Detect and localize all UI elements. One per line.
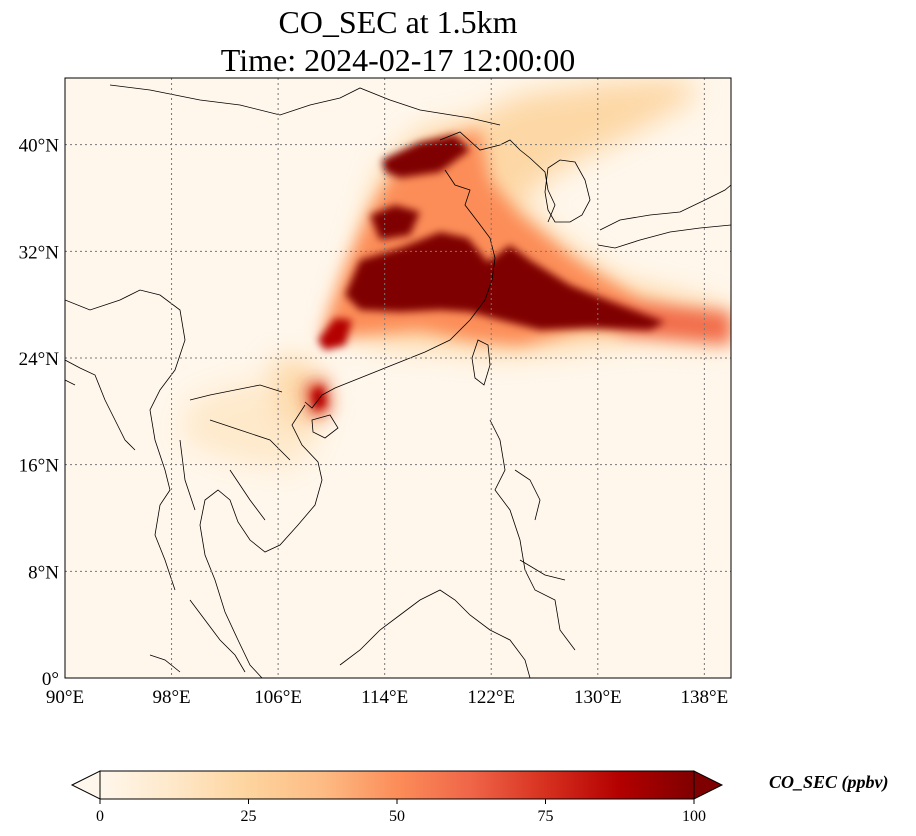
colorbar-tick-label: 25 [241,808,257,825]
colorbar-label: CO_SEC (ppbv) [769,772,889,793]
colorbar-tick-label: 50 [389,808,405,825]
colorbar-tick-label: 100 [682,808,706,825]
colorbar-tick-label: 75 [538,808,554,825]
lat-tick-label: 16°N [19,456,60,477]
indochina-coastline [199,404,323,678]
longitude-labels: 90°E 98°E 106°E 114°E 122°E 130°E 138°E [46,687,728,708]
lon-tick-label: 106°E [254,687,302,708]
plume-core-north-2 [370,205,420,240]
map-frame [64,77,732,679]
colorbar-gradient [99,770,695,800]
korea-coastline [544,159,591,223]
latitude-labels: 0° 8°N 16°N 24°N 32°N 40°N [19,136,60,690]
malay-coastline [189,599,246,673]
lon-tick-label: 98°E [152,687,190,708]
lon-tick-label: 90°E [46,687,84,708]
lat-tick-label: 32°N [19,242,60,263]
lat-tick-label: 0° [42,669,59,690]
myanmar-coastline [65,289,186,591]
sumatra-coastline [149,654,181,673]
china-coastline [304,169,496,409]
india-border [65,359,136,451]
colorbar-ticks: 0 25 50 75 100 [96,799,706,825]
lon-tick-label: 138°E [681,687,729,708]
indochina-borders [179,384,291,521]
bohai-coastline [439,131,556,223]
gridlines [65,78,731,678]
map-title-line2: Time: 2024-02-17 12:00:00 [221,42,575,78]
coastlines [65,84,731,678]
plume-core-main [345,232,665,330]
colorbar: 0 25 50 75 100 CO_SEC (ppbv) [70,770,889,825]
concentration-field [180,78,731,470]
map-area [65,78,731,678]
northern-border [109,84,501,126]
plume-core-inland [318,318,352,350]
lon-tick-label: 122°E [467,687,515,708]
colorbar-tick-label: 0 [96,808,104,825]
colorbar-extend-max [693,770,724,800]
japan-coastline [597,184,731,249]
lat-tick-label: 24°N [19,349,60,370]
lat-tick-label: 40°N [19,136,60,157]
lat-tick-label: 8°N [28,562,59,583]
philippines-coastline [489,419,576,651]
borneo-coastline [339,589,531,678]
map-title-line1: CO_SEC at 1.5km [278,4,517,40]
lon-tick-label: 130°E [574,687,622,708]
plume-core-north [382,135,470,178]
lon-tick-label: 114°E [361,687,408,708]
colorbar-extend-min [70,770,101,800]
hainan-coastline [311,414,339,439]
